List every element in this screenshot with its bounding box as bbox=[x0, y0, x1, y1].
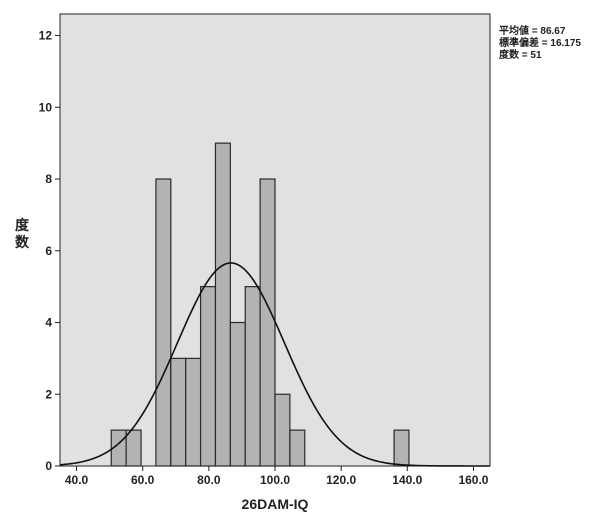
statistics-legend: 平均値 = 86.67 標準偏差 = 16.175 度数 = 51 bbox=[499, 26, 581, 62]
histogram-bar-9 bbox=[259, 178, 276, 467]
y-tick-label-1: 2 bbox=[45, 387, 52, 401]
stat-mean: 平均値 = 86.67 bbox=[499, 26, 566, 37]
y-tick-label-4: 8 bbox=[45, 172, 52, 186]
x-tick-label-0: 40.0 bbox=[65, 473, 89, 487]
histogram-bar-8 bbox=[244, 286, 261, 467]
histogram-bar-7 bbox=[229, 321, 246, 467]
histogram-bar-4 bbox=[185, 357, 202, 467]
stat-std-dev: 標準偏差 = 16.175 bbox=[499, 38, 581, 49]
histogram-bar-12 bbox=[393, 429, 410, 467]
y-tick-label-2: 4 bbox=[45, 316, 52, 330]
histogram-bar-5 bbox=[199, 286, 217, 467]
y-tick-label-6: 12 bbox=[39, 29, 53, 43]
histogram-bar-2 bbox=[155, 178, 172, 467]
histogram-bar-6 bbox=[214, 142, 231, 467]
x-tick-label-5: 140.0 bbox=[392, 473, 422, 487]
y-axis-title: 度数 bbox=[15, 217, 30, 250]
x-tick-label-4: 120.0 bbox=[326, 473, 356, 487]
x-axis-title: 26DAM-IQ bbox=[242, 496, 309, 512]
x-tick-label-2: 80.0 bbox=[197, 473, 221, 487]
stat-count: 度数 = 51 bbox=[499, 50, 542, 61]
y-tick-label-3: 6 bbox=[45, 244, 52, 258]
histogram-bar-1 bbox=[125, 429, 142, 467]
y-tick-label-5: 10 bbox=[39, 100, 53, 114]
histogram-bar-3 bbox=[170, 357, 187, 467]
x-tick-label-6: 160.0 bbox=[458, 473, 488, 487]
y-tick-label-0: 0 bbox=[45, 459, 52, 473]
normal-distribution-curve bbox=[59, 262, 490, 467]
x-tick-label-3: 100.0 bbox=[260, 473, 290, 487]
x-tick-label-1: 60.0 bbox=[131, 473, 155, 487]
histogram-bar-11 bbox=[289, 429, 306, 467]
histogram-bar-10 bbox=[274, 393, 291, 467]
histogram-bars bbox=[110, 142, 410, 467]
axes: 0 2 4 6 8 10 12 40.0 60.0 80.0 100.0 120.0 140.0 160.… bbox=[39, 29, 489, 487]
